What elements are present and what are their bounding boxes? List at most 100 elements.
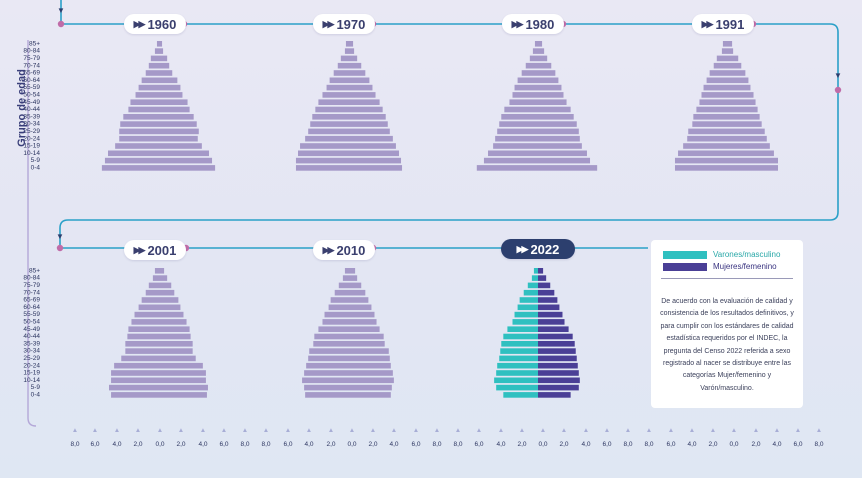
bar-male-1980-40-44 xyxy=(504,106,538,113)
bar-male-2010-70-74 xyxy=(334,289,349,296)
bar-male-1970-60-64 xyxy=(329,77,349,84)
age-group-label: 0-4 xyxy=(31,165,41,172)
bar-female-2010-30-34 xyxy=(349,348,389,354)
left-bracket xyxy=(27,40,37,427)
x-tick-label: 4,0 xyxy=(304,441,313,448)
bar-male-2022-60-64 xyxy=(517,304,538,311)
methodology-note: De acuerdo con la evaluación de calidad … xyxy=(660,298,794,392)
bar-female-2001-35-39 xyxy=(159,341,193,347)
tick-marker: ▲ xyxy=(370,427,376,434)
bar-female-1991-5-9 xyxy=(727,157,778,164)
bar-female-2001-15-19 xyxy=(159,370,206,376)
bar-male-2022-80-84 xyxy=(531,275,538,281)
bar-female-1991-35-39 xyxy=(727,114,760,120)
bar-female-2010-85+ xyxy=(349,268,356,274)
bar-male-1960-30-34 xyxy=(120,121,159,127)
bar-female-1970-20-24 xyxy=(349,135,393,142)
tick-marker: ▲ xyxy=(200,427,206,434)
bar-male-1970-30-34 xyxy=(310,121,349,127)
year-label: 2010 xyxy=(336,242,366,258)
bar-male-1960-70-74 xyxy=(148,62,159,69)
bar-male-1980-50-54 xyxy=(512,92,538,98)
bar-female-2022-70-74 xyxy=(538,289,555,296)
tick-marker: ▲ xyxy=(349,427,355,434)
bar-female-2010-20-24 xyxy=(349,362,391,369)
bar-female-2001-80-84 xyxy=(159,275,168,281)
bar-male-2001-65-69 xyxy=(141,297,159,303)
legend-female: Mujeres/femenino xyxy=(663,262,777,271)
bar-male-1960-60-64 xyxy=(141,77,159,84)
bar-male-1991-70-74 xyxy=(713,62,727,69)
bar-male-1960-20-24 xyxy=(119,135,159,142)
bar-male-1991-5-9 xyxy=(674,157,727,164)
bar-female-1991-0-4 xyxy=(727,165,778,171)
bar-male-1991-75-79 xyxy=(716,55,727,62)
x-tick-label: 8,0 xyxy=(70,441,79,448)
bar-female-1970-35-39 xyxy=(349,114,386,120)
tick-marker: ▲ xyxy=(795,427,801,434)
tick-marker: ▲ xyxy=(135,427,141,434)
x-tick-label: 6,0 xyxy=(474,441,483,448)
bar-male-2001-30-34 xyxy=(125,348,159,354)
bar-male-2001-55-59 xyxy=(134,311,159,318)
bar-male-2010-35-39 xyxy=(313,341,349,347)
x-tick-label: 8,0 xyxy=(814,441,823,448)
age-group-label: 65-69 xyxy=(23,297,40,304)
bar-female-2022-65-69 xyxy=(538,297,558,303)
bar-male-1960-85+ xyxy=(156,41,159,47)
bar-male-2001-35-39 xyxy=(125,341,159,347)
bar-female-2010-50-54 xyxy=(349,319,377,325)
bar-female-2022-85+ xyxy=(538,268,544,274)
bar-male-1980-25-29 xyxy=(497,128,538,135)
bar-male-1970-15-19 xyxy=(300,143,349,149)
age-group-label: 80-84 xyxy=(23,275,40,282)
bar-female-2010-55-59 xyxy=(349,311,375,318)
bar-female-2010-45-49 xyxy=(349,326,380,332)
bar-female-1970-10-14 xyxy=(349,150,399,157)
bar-male-2001-5-9 xyxy=(109,384,159,391)
x-tick-label: 8,0 xyxy=(432,441,441,448)
bar-female-1980-65-69 xyxy=(538,70,556,76)
x-tick-label: 6,0 xyxy=(219,441,228,448)
bar-female-1991-15-19 xyxy=(727,143,770,149)
x-tick-label: 4,0 xyxy=(581,441,590,448)
bar-male-1970-80-84 xyxy=(344,48,349,54)
bar-male-2010-65-69 xyxy=(330,297,349,303)
bar-female-1970-30-34 xyxy=(349,121,388,127)
bar-female-1960-85+ xyxy=(159,41,163,47)
bar-male-1980-20-24 xyxy=(495,135,538,142)
bar-male-2001-10-14 xyxy=(111,377,159,384)
bar-female-2001-20-24 xyxy=(159,362,203,369)
bar-female-2022-5-9 xyxy=(538,384,579,391)
bar-female-2022-75-79 xyxy=(538,282,551,289)
x-tick-label: 4,0 xyxy=(772,441,781,448)
bar-male-1970-35-39 xyxy=(312,114,349,120)
x-tick-label: 2,0 xyxy=(708,441,717,448)
bar-female-1960-50-54 xyxy=(159,92,183,98)
bar-male-2022-0-4 xyxy=(503,392,538,398)
bar-female-1991-80-84 xyxy=(727,48,734,54)
x-tick-label: 2,0 xyxy=(133,441,142,448)
bar-female-1970-60-64 xyxy=(349,77,370,84)
bar-male-2001-0-4 xyxy=(111,392,159,398)
bar-female-1980-0-4 xyxy=(538,165,598,171)
tick-marker: ▲ xyxy=(328,427,334,434)
x-tick-label: 4,0 xyxy=(112,441,121,448)
bar-male-2010-55-59 xyxy=(324,311,349,318)
bar-female-2010-65-69 xyxy=(349,297,369,303)
tick-marker: ▲ xyxy=(157,427,163,434)
timeline-node-6 xyxy=(56,244,64,252)
bar-male-1960-5-9 xyxy=(104,157,159,164)
tick-marker: ▲ xyxy=(72,427,78,434)
bar-male-2001-15-19 xyxy=(111,370,159,376)
bar-female-1991-75-79 xyxy=(727,55,739,62)
age-group-label: 40-44 xyxy=(23,333,40,340)
age-group-label: 50-54 xyxy=(23,319,40,326)
bar-male-1970-70-74 xyxy=(337,62,349,69)
bar-male-1970-50-54 xyxy=(322,92,349,98)
tick-marker: ▲ xyxy=(263,427,269,434)
bar-male-1970-85+ xyxy=(345,41,349,47)
bar-female-1991-20-24 xyxy=(727,135,767,142)
